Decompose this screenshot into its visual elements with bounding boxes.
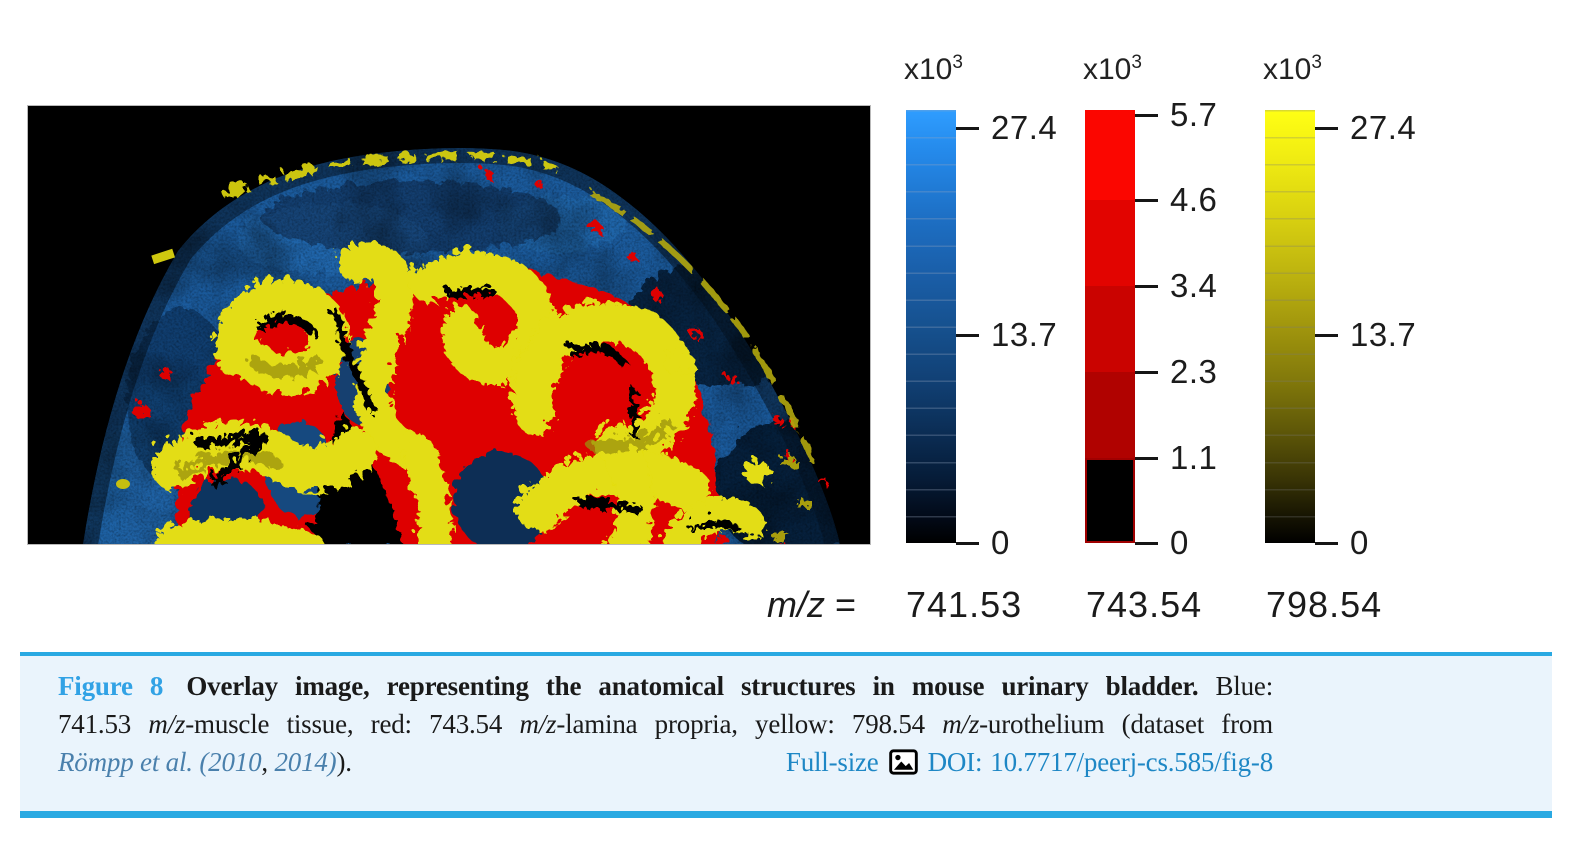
citation-link-2010[interactable]: Römpp et al. (2010 bbox=[58, 747, 262, 777]
scale-label-yellow: x103 bbox=[1263, 52, 1322, 86]
mz-row: m/z = 741.53 743.54 798.54 bbox=[0, 584, 1572, 630]
scale-label-blue: x103 bbox=[904, 52, 963, 86]
caption-line-2: 741.53 m/z-muscle tissue, red: 743.54 m/… bbox=[58, 705, 1273, 743]
figure-number: Figure 8 bbox=[58, 671, 164, 701]
tick-mark bbox=[956, 541, 979, 545]
colorbar-red-gradient bbox=[1085, 110, 1135, 543]
mz-symbol: m/z bbox=[766, 584, 825, 625]
citation-link-2014[interactable]: 2014) bbox=[274, 747, 337, 777]
tick-mark bbox=[956, 333, 979, 337]
fullsize-group: Full-size DOI: 10.7717/peerj-cs.585/fig-8 bbox=[786, 743, 1273, 785]
mz-value-blue: 741.53 bbox=[906, 584, 1023, 625]
tick-mark bbox=[1315, 126, 1338, 130]
tick-label: 0 bbox=[1170, 524, 1189, 561]
caption-text: ). bbox=[336, 747, 352, 777]
tick-mark bbox=[1135, 541, 1158, 545]
caption-text: -lamina propria, yellow: 798.54 bbox=[556, 709, 943, 739]
scale-label-red: x103 bbox=[1083, 52, 1142, 86]
doi-link[interactable]: DOI: 10.7717/peerj-cs.585/fig-8 bbox=[927, 747, 1274, 777]
tick-label: 13.7 bbox=[1350, 316, 1417, 353]
caption-text: Blue: bbox=[1215, 671, 1274, 701]
tick-mark bbox=[1135, 113, 1158, 117]
tick-label: 3.4 bbox=[1170, 267, 1218, 304]
caption-text: 741.53 bbox=[58, 709, 149, 739]
colorbar-blue: x103 27.4 13.7 0 bbox=[904, 52, 1057, 561]
mz-value-yellow: 798.54 bbox=[1266, 584, 1383, 625]
tick-mark bbox=[1315, 333, 1338, 337]
mz-value-red: 743.54 bbox=[1086, 584, 1203, 625]
tick-label: 27.4 bbox=[991, 109, 1058, 146]
caption-text: -urothelium (dataset from bbox=[979, 709, 1273, 739]
tick-label: 4.6 bbox=[1170, 181, 1218, 218]
colorbar-blue-gradient bbox=[906, 110, 956, 543]
tick-mark bbox=[1135, 456, 1158, 460]
tick-mark bbox=[956, 126, 979, 130]
colorbar-yellow: x103 27.4 13.7 0 bbox=[1263, 52, 1416, 561]
caption-title: Overlay image, representing the anatomic… bbox=[186, 671, 1199, 701]
colorbar-red: x103 5.7 4.6 3.4 2.3 1.1 0 bbox=[1083, 52, 1217, 561]
tick-mark bbox=[1135, 284, 1158, 288]
image-icon bbox=[888, 747, 918, 785]
tick-mark bbox=[1135, 370, 1158, 374]
tick-label: 27.4 bbox=[1350, 109, 1417, 146]
mz-prefix: m/z = bbox=[700, 584, 856, 626]
tissue-overlay-image bbox=[27, 105, 871, 545]
tick-mark bbox=[1315, 541, 1338, 545]
caption-text: -muscle tissue, red: 743.54 bbox=[185, 709, 520, 739]
tick-mark bbox=[1135, 198, 1158, 202]
tick-label: 13.7 bbox=[991, 316, 1058, 353]
mz-italic: m/z bbox=[148, 709, 186, 739]
tick-label: 0 bbox=[991, 524, 1010, 561]
full-size-link[interactable]: Full-size bbox=[785, 747, 879, 777]
mz-equals: = bbox=[834, 584, 856, 625]
mz-italic: m/z bbox=[942, 709, 980, 739]
tick-label: 5.7 bbox=[1170, 96, 1218, 133]
caption-text: , bbox=[261, 747, 275, 777]
mz-italic: m/z bbox=[519, 709, 557, 739]
tick-label: 2.3 bbox=[1170, 353, 1218, 390]
tick-label: 0 bbox=[1350, 524, 1369, 561]
caption-line-3: Römpp et al. (2010, 2014)). Full-size DOI… bbox=[58, 743, 1273, 785]
citation-group: Römpp et al. (2010, 2014)). bbox=[58, 743, 352, 781]
colorbar-yellow-gradient bbox=[1265, 110, 1315, 543]
figure-caption: Figure 8 Overlay image, representing the… bbox=[20, 652, 1552, 818]
caption-line-1: Figure 8 Overlay image, representing the… bbox=[58, 667, 1273, 705]
tick-label: 1.1 bbox=[1170, 439, 1218, 476]
bladder-msi-graphic bbox=[28, 106, 870, 544]
